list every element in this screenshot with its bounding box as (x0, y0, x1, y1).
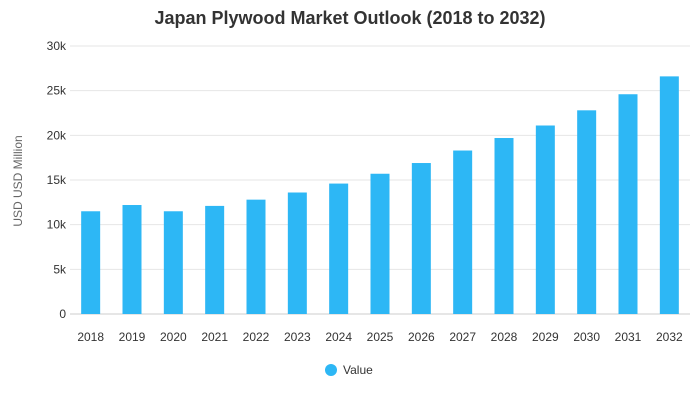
x-tick-label: 2031 (615, 330, 642, 344)
x-tick-label: 2019 (119, 330, 146, 344)
bar-2019[interactable] (122, 205, 142, 314)
bars (81, 76, 679, 315)
bar-2030[interactable] (577, 110, 597, 314)
y-tick-label: 25k (47, 84, 67, 98)
bar-2020[interactable] (163, 211, 183, 314)
x-tick-label: 2021 (201, 330, 228, 344)
x-tick-label: 2024 (325, 330, 352, 344)
y-axis: 0 5k 10k 15k 20k 25k 30k (47, 39, 67, 321)
x-tick-label: 2028 (491, 330, 518, 344)
x-tick-label: 2022 (243, 330, 270, 344)
bar-2032[interactable] (659, 76, 679, 314)
x-tick-label: 2023 (284, 330, 311, 344)
bar-2025[interactable] (370, 173, 390, 314)
x-tick-label: 2030 (573, 330, 600, 344)
x-tick-label: 2020 (160, 330, 187, 344)
bar-2027[interactable] (453, 150, 473, 314)
x-tick-label: 2025 (367, 330, 394, 344)
x-tick-label: 2026 (408, 330, 435, 344)
y-tick-label: 5k (53, 262, 67, 276)
bar-2026[interactable] (411, 163, 431, 314)
bar-2028[interactable] (494, 138, 514, 314)
y-tick-label: 10k (47, 218, 67, 232)
x-tick-label: 2018 (77, 330, 104, 344)
bar-2024[interactable] (329, 183, 349, 314)
bar-2029[interactable] (535, 125, 555, 314)
chart-title: Japan Plywood Market Outlook (2018 to 20… (154, 8, 546, 28)
x-tick-label: 2029 (532, 330, 559, 344)
y-tick-label: 30k (47, 39, 67, 53)
y-axis-title: USD USD Million (11, 135, 25, 226)
x-tick-label: 2032 (656, 330, 683, 344)
x-tick-label: 2027 (449, 330, 476, 344)
y-tick-label: 15k (47, 173, 67, 187)
legend-marker[interactable] (325, 364, 337, 376)
bar-2021[interactable] (205, 205, 225, 314)
bar-2022[interactable] (246, 199, 266, 314)
y-tick-label: 0 (59, 307, 66, 321)
y-tick-label: 20k (47, 128, 67, 142)
x-axis: 2018 2019 2020 2021 2022 2023 2024 2025 2026 2027… (77, 330, 683, 344)
bar-2018[interactable] (81, 211, 101, 314)
legend-label[interactable]: Value (343, 363, 373, 377)
bar-2031[interactable] (618, 94, 638, 315)
bar-2023[interactable] (287, 192, 307, 314)
legend: Value (325, 363, 373, 377)
